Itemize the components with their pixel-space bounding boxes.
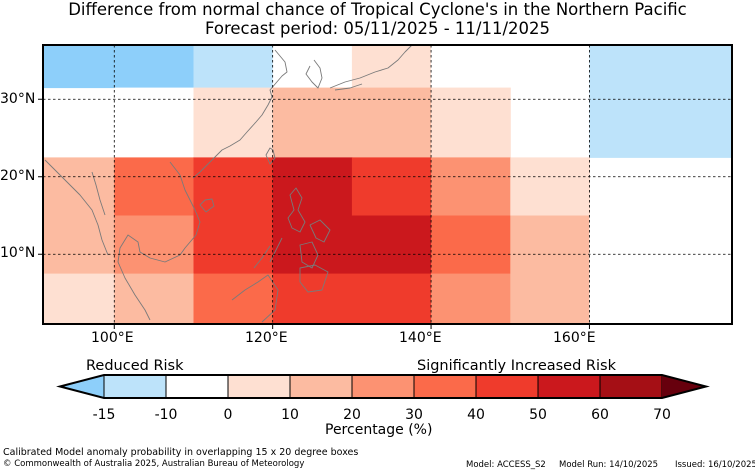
lat-label-10: 10°N xyxy=(0,245,36,261)
risk-cell xyxy=(43,215,115,275)
colorbar-segment xyxy=(165,374,229,399)
risk-cell xyxy=(431,87,511,158)
risk-cell xyxy=(589,215,670,275)
risk-cell xyxy=(589,87,733,158)
risk-cell xyxy=(272,157,353,216)
risk-cell xyxy=(510,273,590,325)
model-name: Model: ACCESS_S2 xyxy=(466,460,546,470)
risk-cell xyxy=(431,45,511,89)
lon-label-140: 140°E xyxy=(399,330,442,346)
forecast-period: Forecast period: 05/11/2025 - 11/11/2025 xyxy=(204,19,551,38)
cbar-tick: 40 xyxy=(467,407,485,423)
risk-cell xyxy=(510,215,590,275)
risk-cell xyxy=(114,45,194,89)
colorbar-segment xyxy=(475,374,539,399)
risk-cell xyxy=(351,45,432,89)
copyright: © Commonwealth of Australia 2025, Austra… xyxy=(3,459,305,469)
issued-date: Issued: 16/10/2025 xyxy=(675,460,755,470)
risk-cell xyxy=(589,45,733,89)
cbar-tick: 30 xyxy=(405,407,423,423)
risk-cell xyxy=(43,273,115,325)
cbar-tick: 70 xyxy=(653,407,671,423)
colorbar-extend-low xyxy=(60,375,104,398)
risk-cell xyxy=(272,215,432,275)
cbar-tick: -10 xyxy=(154,407,178,423)
risk-cell xyxy=(272,45,353,89)
risk-cell xyxy=(589,273,670,325)
colorbar-segment xyxy=(413,374,477,399)
lat-label-20: 20°N xyxy=(0,168,36,184)
risk-cell xyxy=(193,45,274,89)
cbar-tick: 60 xyxy=(591,407,609,423)
risk-cell xyxy=(431,215,511,275)
risk-cell xyxy=(114,273,194,325)
lon-label-160: 160°E xyxy=(553,330,596,346)
colorbar-segment xyxy=(599,374,663,399)
method-note: Calibrated Model anomaly probability in … xyxy=(3,447,359,458)
colorbar-segment xyxy=(103,374,167,399)
reduced-risk-label: Reduced Risk xyxy=(86,358,184,374)
colorbar-outline xyxy=(56,374,710,399)
risk-cell xyxy=(193,215,274,275)
risk-cell xyxy=(431,157,511,216)
risk-cell xyxy=(114,87,194,158)
cbar-tick: 10 xyxy=(281,407,299,423)
risk-cell xyxy=(431,273,511,325)
colorbar-segment xyxy=(537,374,601,399)
risk-cell xyxy=(272,273,432,325)
cbar-tick: -15 xyxy=(92,407,116,423)
cbar-tick: 50 xyxy=(529,407,547,423)
risk-cell xyxy=(193,157,274,216)
coastlines xyxy=(44,44,413,323)
risk-cell xyxy=(510,157,590,216)
risk-cell xyxy=(114,215,194,275)
colorbar-segment xyxy=(351,374,415,399)
risk-cell xyxy=(43,45,115,89)
risk-cell xyxy=(43,157,115,216)
increased-risk-label: Significantly Increased Risk xyxy=(417,358,616,374)
risk-cell xyxy=(114,157,194,216)
map-frame xyxy=(42,44,733,325)
risk-cell xyxy=(351,157,432,216)
cbar-tick: 0 xyxy=(223,407,233,423)
risk-cell xyxy=(193,87,274,158)
chart-title: Difference from normal chance of Tropica… xyxy=(68,0,687,19)
colorbar-extend-high xyxy=(662,375,706,398)
cbar-tick: 20 xyxy=(343,407,361,423)
lon-label-120: 120°E xyxy=(245,330,288,346)
model-run: Model Run: 14/10/2025 xyxy=(559,460,659,470)
risk-cell xyxy=(272,87,432,158)
lon-label-100: 100°E xyxy=(91,330,134,346)
colorbar-segment xyxy=(289,374,353,399)
lat-label-30: 30°N xyxy=(0,91,36,107)
colorbar-segment xyxy=(227,374,291,399)
colorbar-axis-label: Percentage (%) xyxy=(325,422,433,438)
